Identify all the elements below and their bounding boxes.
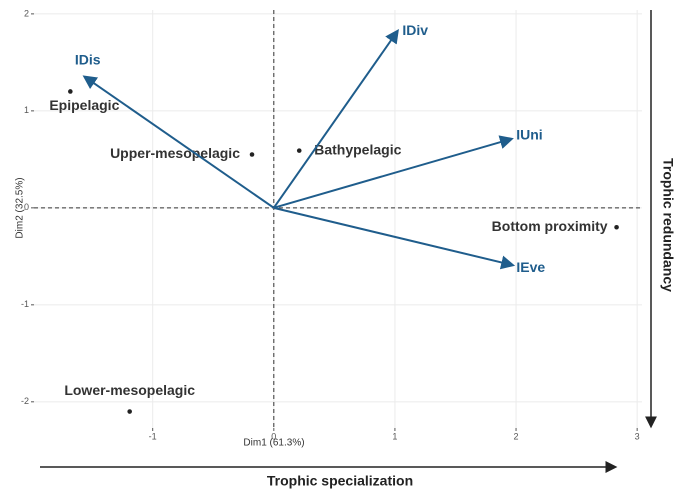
vector-label: IEve <box>516 259 545 275</box>
point <box>614 224 619 230</box>
x-tick-label: 0 <box>271 431 276 441</box>
vector-label: IDis <box>75 52 101 68</box>
y-tick-label: 0 <box>24 202 29 212</box>
x-axis-title: Dim1 (61.3%) <box>243 438 304 449</box>
point <box>127 409 132 414</box>
point <box>296 148 302 153</box>
point <box>68 89 73 94</box>
vector-arrow <box>82 75 275 209</box>
point-label: Epipelagic <box>49 97 119 113</box>
vector-arrow <box>273 206 516 270</box>
point-label: Bottom proximity <box>492 218 608 234</box>
point-label: Lower-mesopelagic <box>64 382 195 398</box>
x-tick-label: 1 <box>392 431 397 441</box>
point <box>249 152 255 157</box>
x-tick-label: 3 <box>635 431 640 441</box>
y-tick-label: -1 <box>21 299 29 309</box>
x-tick-label: 2 <box>514 431 519 441</box>
vector-arrow <box>273 135 514 209</box>
point-label: Upper-mesopelagic <box>110 145 240 161</box>
x-tick-label: -1 <box>149 431 157 441</box>
point-label: Bathypelagic <box>314 141 401 157</box>
y-tick-label: 1 <box>24 105 29 115</box>
vector-label: IDiv <box>402 22 428 38</box>
vector-label: IUni <box>516 127 542 143</box>
vector-arrow <box>272 29 399 209</box>
y-tick-label: -2 <box>21 396 29 406</box>
y-axis-title: Dim2 (32.5%) <box>15 177 26 238</box>
y-tick-label: 2 <box>24 8 29 18</box>
annotation: Trophic redundancy <box>660 158 676 292</box>
annotation: Trophic specialization <box>267 473 413 489</box>
